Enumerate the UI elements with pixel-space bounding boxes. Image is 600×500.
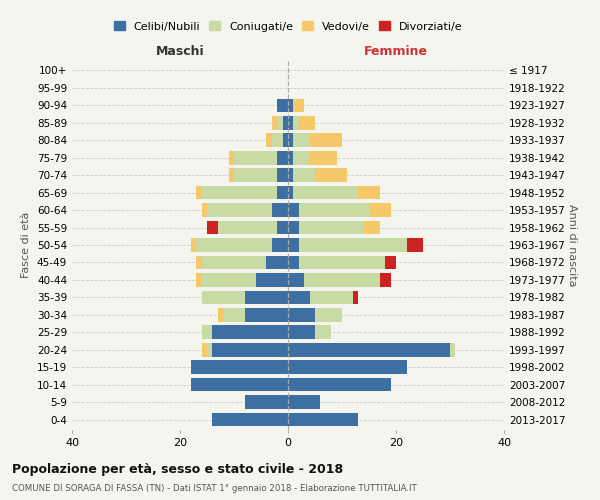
Text: Popolazione per età, sesso e stato civile - 2018: Popolazione per età, sesso e stato civil… — [12, 462, 343, 475]
Bar — [212, 326, 288, 339]
Bar — [288, 396, 320, 409]
Bar — [277, 151, 288, 164]
Bar — [283, 116, 288, 130]
Bar — [223, 308, 245, 322]
Bar — [202, 256, 266, 270]
Bar — [256, 273, 288, 286]
Bar — [358, 186, 380, 200]
Bar — [229, 168, 234, 182]
Bar — [277, 220, 288, 234]
Bar — [266, 134, 272, 147]
Bar — [277, 116, 283, 130]
Bar — [299, 256, 385, 270]
Y-axis label: Fasce di età: Fasce di età — [22, 212, 31, 278]
Bar — [288, 273, 304, 286]
Bar — [315, 308, 342, 322]
Bar — [299, 238, 407, 252]
Bar — [288, 134, 293, 147]
Bar — [288, 186, 293, 200]
Bar — [304, 273, 380, 286]
Bar — [288, 151, 293, 164]
Bar — [288, 412, 358, 426]
Bar — [234, 168, 277, 182]
Bar — [202, 343, 207, 356]
Bar — [293, 98, 304, 112]
Bar — [293, 116, 299, 130]
Bar — [196, 273, 202, 286]
Bar — [299, 116, 315, 130]
Bar — [369, 204, 391, 217]
Bar — [288, 378, 391, 392]
Bar — [315, 326, 331, 339]
Bar — [288, 98, 293, 112]
Bar — [288, 343, 450, 356]
Bar — [288, 360, 407, 374]
Bar — [380, 273, 391, 286]
Bar — [450, 343, 455, 356]
Legend: Celibi/Nubili, Coniugati/e, Vedovi/e, Divorziati/e: Celibi/Nubili, Coniugati/e, Vedovi/e, Di… — [113, 21, 463, 32]
Bar — [310, 290, 353, 304]
Bar — [245, 396, 288, 409]
Bar — [288, 256, 299, 270]
Bar — [277, 186, 288, 200]
Bar — [288, 326, 315, 339]
Bar — [315, 168, 347, 182]
Y-axis label: Anni di nascita: Anni di nascita — [567, 204, 577, 286]
Bar — [245, 308, 288, 322]
Bar — [293, 134, 310, 147]
Bar — [196, 186, 202, 200]
Bar — [283, 134, 288, 147]
Bar — [207, 343, 212, 356]
Bar — [310, 151, 337, 164]
Bar — [207, 204, 272, 217]
Bar — [212, 412, 288, 426]
Bar — [288, 204, 299, 217]
Bar — [202, 326, 212, 339]
Bar — [288, 238, 299, 252]
Bar — [272, 204, 288, 217]
Bar — [229, 151, 234, 164]
Bar — [212, 343, 288, 356]
Bar — [196, 238, 272, 252]
Text: Femmine: Femmine — [364, 46, 428, 59]
Bar — [293, 186, 358, 200]
Bar — [207, 220, 218, 234]
Bar — [245, 290, 288, 304]
Text: Maschi: Maschi — [155, 46, 205, 59]
Bar — [293, 151, 310, 164]
Bar — [202, 186, 277, 200]
Bar — [191, 378, 288, 392]
Bar — [277, 98, 288, 112]
Bar — [202, 204, 207, 217]
Text: COMUNE DI SORAGA DI FASSA (TN) - Dati ISTAT 1° gennaio 2018 - Elaborazione TUTTI: COMUNE DI SORAGA DI FASSA (TN) - Dati IS… — [12, 484, 417, 493]
Bar — [266, 256, 288, 270]
Bar — [310, 134, 342, 147]
Bar — [288, 220, 299, 234]
Bar — [353, 290, 358, 304]
Bar — [364, 220, 380, 234]
Bar — [272, 134, 283, 147]
Bar — [407, 238, 423, 252]
Bar — [202, 273, 256, 286]
Bar — [385, 256, 396, 270]
Bar — [293, 168, 315, 182]
Bar — [272, 238, 288, 252]
Bar — [288, 290, 310, 304]
Bar — [299, 220, 364, 234]
Bar — [288, 168, 293, 182]
Bar — [191, 360, 288, 374]
Bar — [218, 220, 277, 234]
Bar — [218, 308, 223, 322]
Bar — [288, 116, 293, 130]
Bar — [196, 256, 202, 270]
Bar — [288, 308, 315, 322]
Bar — [191, 238, 196, 252]
Bar — [277, 168, 288, 182]
Bar — [234, 151, 277, 164]
Bar — [202, 290, 245, 304]
Bar — [299, 204, 369, 217]
Bar — [272, 116, 277, 130]
